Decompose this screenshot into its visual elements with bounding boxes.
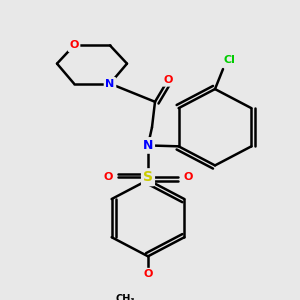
- Text: O: O: [143, 269, 153, 280]
- Text: O: O: [183, 172, 193, 182]
- Text: Cl: Cl: [223, 55, 235, 65]
- Text: S: S: [143, 170, 153, 184]
- Text: O: O: [163, 75, 173, 85]
- Text: N: N: [143, 139, 153, 152]
- Text: O: O: [69, 40, 79, 50]
- Text: N: N: [105, 79, 115, 88]
- Text: O: O: [103, 172, 113, 182]
- Text: CH₃: CH₃: [115, 294, 135, 300]
